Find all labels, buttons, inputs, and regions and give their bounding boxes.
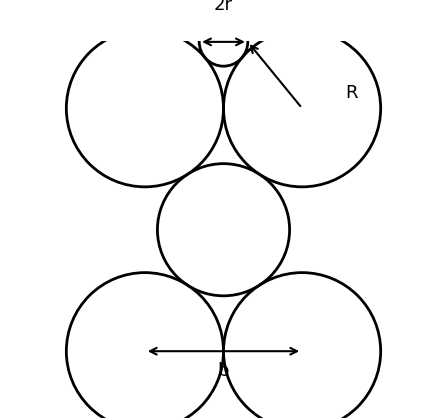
Text: R: R — [346, 84, 358, 102]
Text: b: b — [218, 362, 229, 380]
Text: 2r: 2r — [214, 0, 233, 14]
